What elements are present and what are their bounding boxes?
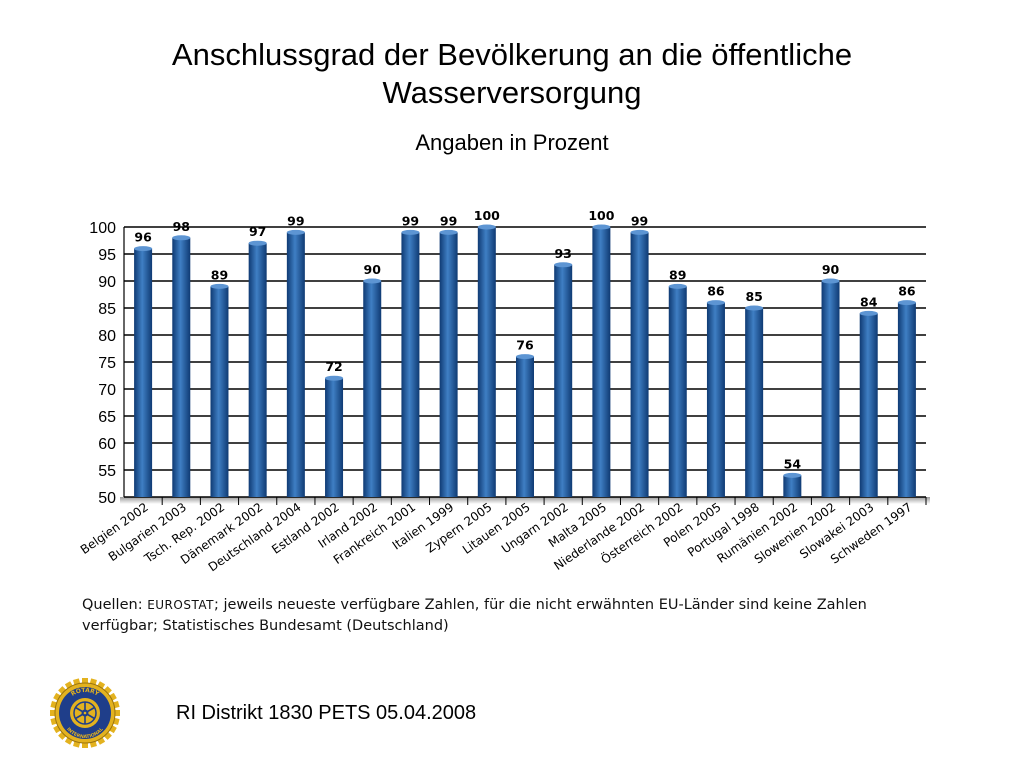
y-tick-label: 65 bbox=[98, 409, 116, 426]
bar-cap bbox=[706, 300, 725, 306]
bar bbox=[210, 286, 229, 497]
footer-text: RI Distrikt 1830 PETS 05.04.2008 bbox=[176, 702, 477, 724]
data-label: 84 bbox=[860, 294, 878, 309]
data-label: 98 bbox=[173, 219, 190, 234]
bar-cap bbox=[668, 283, 687, 289]
bar bbox=[248, 243, 267, 497]
data-label: 99 bbox=[287, 213, 304, 228]
bar bbox=[172, 237, 191, 498]
title-line-1: Anschlussgrad der Bevölkerung an die öff… bbox=[171, 37, 853, 72]
bar bbox=[439, 232, 458, 497]
data-label: 97 bbox=[249, 224, 266, 239]
data-label: 89 bbox=[211, 267, 228, 282]
bar-cap bbox=[325, 375, 344, 381]
bar-cap bbox=[477, 224, 496, 230]
y-tick-label: 70 bbox=[98, 382, 116, 399]
bar bbox=[134, 248, 153, 497]
bar bbox=[706, 302, 725, 497]
bar-cap bbox=[592, 224, 611, 230]
data-label: 86 bbox=[707, 284, 725, 299]
data-label: 99 bbox=[631, 213, 648, 228]
bar-cap bbox=[630, 229, 649, 235]
data-label: 89 bbox=[669, 267, 686, 282]
bar bbox=[745, 308, 764, 497]
data-label: 76 bbox=[516, 338, 534, 353]
bar-cap bbox=[172, 235, 191, 241]
bar bbox=[630, 232, 649, 497]
y-tick-label: 90 bbox=[98, 274, 116, 291]
bar-cap bbox=[134, 246, 153, 252]
data-label: 54 bbox=[784, 456, 802, 471]
bar bbox=[554, 264, 573, 497]
y-tick-label: 85 bbox=[98, 301, 116, 318]
data-label: 85 bbox=[745, 289, 762, 304]
bar bbox=[477, 227, 496, 497]
bar-cap bbox=[783, 472, 802, 478]
slide-subtitle: Angaben in Prozent bbox=[415, 130, 609, 155]
bar bbox=[516, 356, 534, 497]
data-label: 100 bbox=[474, 208, 500, 223]
bar-cap bbox=[401, 229, 420, 235]
data-label: 86 bbox=[898, 284, 916, 299]
bar-cap bbox=[210, 283, 229, 289]
bar-cap bbox=[439, 229, 458, 235]
bar-cap bbox=[859, 310, 878, 316]
bar bbox=[286, 232, 305, 497]
bar-cap bbox=[554, 262, 573, 268]
bar-cap bbox=[286, 229, 305, 235]
data-label: 90 bbox=[364, 262, 382, 277]
data-label: 100 bbox=[588, 208, 614, 223]
source-org: EUROSTAT bbox=[147, 598, 214, 612]
y-tick-label: 100 bbox=[89, 220, 116, 237]
source-line-1: ; jeweils neueste verfügbare Zahlen, für… bbox=[213, 597, 867, 613]
bar bbox=[821, 281, 840, 497]
data-label: 99 bbox=[402, 213, 419, 228]
bar-cap bbox=[745, 305, 764, 311]
data-label: 99 bbox=[440, 213, 457, 228]
title-line-2: Wasserversorgung bbox=[382, 75, 642, 110]
bar-cap bbox=[363, 278, 382, 284]
chart-floor bbox=[120, 497, 930, 504]
bar-cap bbox=[516, 354, 534, 360]
y-tick-label: 55 bbox=[98, 463, 116, 480]
data-label: 96 bbox=[134, 230, 152, 245]
bar-cap bbox=[821, 278, 840, 284]
rotary-wheel-icon: ROTARY INTERNATIONAL bbox=[50, 678, 120, 748]
data-label: 93 bbox=[554, 246, 571, 261]
bar-cap bbox=[248, 240, 267, 246]
bar bbox=[859, 313, 878, 497]
bar bbox=[592, 227, 611, 497]
bar bbox=[325, 378, 344, 497]
bar bbox=[401, 232, 420, 497]
y-tick-label: 80 bbox=[98, 328, 116, 345]
bar bbox=[363, 281, 382, 497]
data-label: 90 bbox=[822, 262, 840, 277]
y-tick-label: 60 bbox=[98, 436, 116, 453]
bar bbox=[783, 475, 802, 497]
source-prefix: Quellen: bbox=[82, 597, 143, 613]
y-tick-label: 75 bbox=[98, 355, 116, 372]
y-tick-label: 50 bbox=[98, 490, 116, 507]
y-tick-label: 95 bbox=[98, 247, 116, 264]
source-line-2: verfügbar; Statistisches Bundesamt (Deut… bbox=[82, 618, 449, 634]
source-note: Quellen: EUROSTAT; jeweils neueste verfü… bbox=[82, 595, 962, 637]
data-label: 72 bbox=[325, 359, 342, 374]
logo-text-top: ROTARY bbox=[70, 687, 101, 698]
bar bbox=[897, 302, 916, 497]
bar-cap bbox=[897, 300, 916, 306]
slide-title: Anschlussgrad der Bevölkerung an die öff… bbox=[0, 36, 1024, 112]
bar bbox=[668, 286, 687, 497]
